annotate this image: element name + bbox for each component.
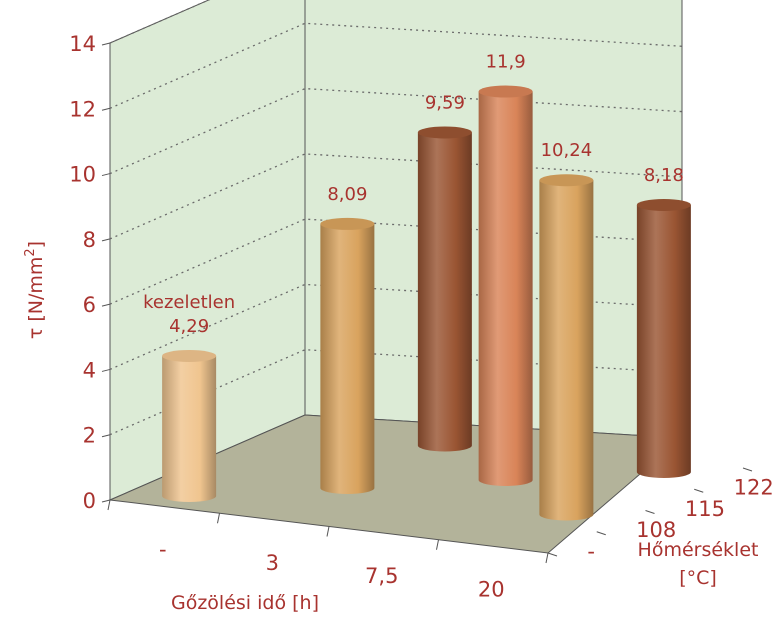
y-tick-mark — [101, 42, 111, 46]
bar-cylinder — [320, 217, 375, 494]
data-label: 11,9 — [486, 52, 526, 73]
x-tick-mark — [545, 552, 549, 564]
z-axis-ticks: - 108 115 122 — [547, 467, 774, 563]
y-tick-label: 8 — [83, 228, 96, 252]
bar-top — [636, 198, 691, 211]
bars — [162, 85, 691, 521]
bar-top — [162, 349, 217, 362]
bar-cylinder — [539, 174, 594, 521]
bar-top — [539, 174, 594, 187]
z-tick-mark — [742, 467, 753, 472]
x-axis-ticks: - 3 7,5 20 — [107, 499, 549, 601]
x-tick-mark — [436, 539, 439, 550]
bar-cylinder — [636, 198, 691, 479]
y-tick-mark — [101, 368, 111, 372]
y-axis-title: τ [N/mm2] — [23, 241, 47, 339]
x-axis-title: Gőzölési idő [h] — [171, 592, 319, 614]
data-label: 8,09 — [327, 184, 367, 205]
z-tick-label: - — [587, 539, 595, 563]
x-tick-mark — [326, 526, 330, 537]
bar-top — [320, 217, 375, 230]
y-axis-ticks: 0 2 4 6 8 10 12 14 — [69, 32, 111, 513]
z-tick-label: 122 — [734, 476, 774, 500]
x-tick-label: 20 — [478, 577, 505, 601]
z-tick-mark — [596, 531, 606, 536]
bar-body — [320, 223, 375, 494]
z-tick-mark — [645, 510, 655, 514]
y-tick-label: 10 — [69, 163, 96, 187]
y-tick-mark — [101, 238, 111, 242]
data-label: 8,18 — [644, 165, 684, 186]
data-label: 9,59 — [425, 92, 465, 113]
y-tick-label: 4 — [83, 358, 96, 382]
y-tick-label: 14 — [69, 32, 96, 56]
y-tick-mark — [101, 173, 111, 177]
bar-body — [478, 91, 533, 487]
data-label: 10,24 — [541, 140, 593, 161]
z-axis-title-line2: [°C] — [679, 567, 717, 589]
y-tick-mark — [101, 499, 111, 503]
z-tick-mark — [694, 488, 704, 493]
bar-body — [636, 204, 691, 479]
bar-cylinder — [478, 85, 533, 487]
z-axis-title-line1: Hőmérséklet — [638, 539, 759, 561]
y-tick-label: 12 — [69, 97, 96, 121]
data-labels: 9,59 8,18 11,9 8,09 10,24 kezeletlen 4,29 — [143, 52, 684, 337]
bar-top — [417, 126, 472, 139]
bar-body — [417, 132, 472, 452]
y-tick-label: 6 — [83, 293, 96, 317]
y-axis-title-suffix: ] — [25, 241, 47, 248]
y-tick-mark — [101, 303, 111, 307]
data-label-note: kezeletlen — [143, 292, 235, 313]
bar-cylinder — [162, 349, 217, 503]
y-tick-mark — [101, 107, 111, 111]
bar-top — [478, 85, 533, 98]
z-tick-label: 108 — [636, 518, 676, 542]
bar-body — [539, 180, 594, 521]
x-tick-label: 3 — [266, 551, 279, 575]
x-tick-label: - — [159, 538, 167, 562]
bar-body — [162, 355, 217, 503]
x-tick-mark — [217, 513, 220, 524]
x-tick-mark — [107, 499, 111, 511]
y-tick-mark — [101, 434, 111, 438]
y-axis-title-superscript: 2 — [23, 248, 38, 256]
z-tick-mark — [547, 552, 558, 557]
z-tick-label: 115 — [685, 497, 725, 521]
x-tick-label: 7,5 — [365, 564, 398, 588]
y-tick-label: 0 — [83, 489, 96, 513]
y-axis-title-main: τ [N/mm — [25, 257, 47, 340]
bar-cylinder — [417, 126, 472, 452]
y-tick-label: 2 — [83, 424, 96, 448]
data-label: 4,29 — [169, 316, 209, 337]
